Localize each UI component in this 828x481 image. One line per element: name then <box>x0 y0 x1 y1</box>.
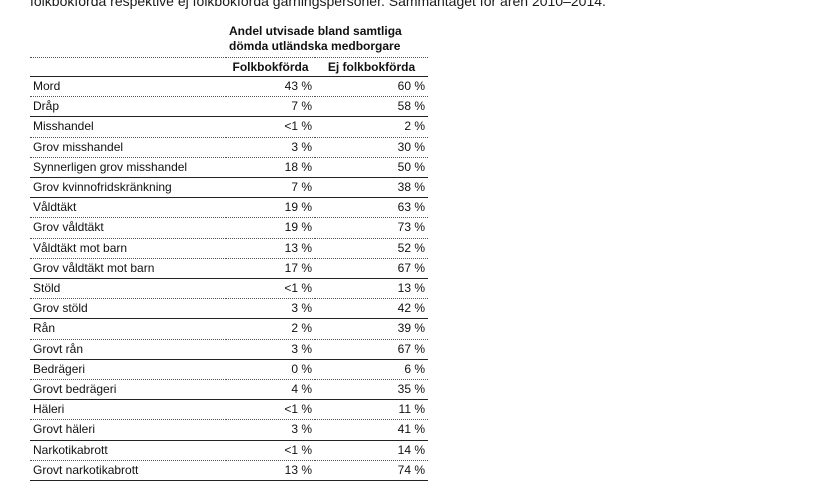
table-row: Grov kvinnofridskränkning 7 % 38 % <box>30 177 428 199</box>
value-registered: <1 % <box>226 399 315 421</box>
row-label: Grov våldtäkt mot barn <box>30 258 226 280</box>
value-registered: 2 % <box>226 318 315 340</box>
table-row: Våldtäkt 19 % 63 % <box>30 197 428 219</box>
row-label: Våldtäkt mot barn <box>30 238 226 259</box>
table-row: Misshandel <1 % 2 % <box>30 116 428 138</box>
value-not-registered: 60 % <box>315 76 428 98</box>
value-not-registered: 39 % <box>315 318 428 340</box>
value-not-registered: 42 % <box>315 298 428 320</box>
value-registered: 7 % <box>226 96 315 118</box>
value-not-registered: 67 % <box>315 339 428 360</box>
column-header-registered: Folkbokförda <box>226 57 315 77</box>
value-registered: <1 % <box>226 116 315 138</box>
value-not-registered: 2 % <box>315 116 428 138</box>
row-label: Dråp <box>30 96 226 118</box>
table-row: Grovt häleri 3 % 41 % <box>30 419 428 441</box>
value-registered: 19 % <box>226 197 315 219</box>
table-row: Dråp 7 % 58 % <box>30 96 428 118</box>
header-empty <box>30 24 226 58</box>
value-registered: 13 % <box>226 460 315 481</box>
table-row: Grovt rån 3 % 67 % <box>30 339 428 360</box>
row-label: Rån <box>30 318 226 340</box>
expulsion-table: Andel utvisade bland samtliga dömda utlä… <box>30 24 428 481</box>
row-label: Grovt bedrägeri <box>30 379 226 401</box>
table-row: Våldtäkt mot barn 13 % 52 % <box>30 238 428 259</box>
value-registered: 7 % <box>226 177 315 199</box>
value-not-registered: 35 % <box>315 379 428 401</box>
value-registered: 3 % <box>226 339 315 360</box>
value-registered: 3 % <box>226 419 315 441</box>
value-not-registered: 6 % <box>315 359 428 381</box>
table-row: Bedrägeri 0 % 6 % <box>30 359 428 381</box>
table-row: Rån 2 % 39 % <box>30 318 428 340</box>
table-row: Mord 43 % 60 % <box>30 76 428 98</box>
table-row: Grovt narkotikabrott 13 % 74 % <box>30 460 428 481</box>
row-label: Häleri <box>30 399 226 421</box>
value-registered: 17 % <box>226 258 315 280</box>
intro-text: folkbokförda respektive ej folkbokförda … <box>30 0 606 9</box>
value-registered: <1 % <box>226 440 315 461</box>
row-label: Grov kvinnofridskränkning <box>30 177 226 199</box>
value-registered: 3 % <box>226 137 315 158</box>
table-row: Grov stöld 3 % 42 % <box>30 298 428 320</box>
table-row: Grovt bedrägeri 4 % 35 % <box>30 379 428 401</box>
row-label: Grov våldtäkt <box>30 217 226 239</box>
table-row: Grov våldtäkt mot barn 17 % 67 % <box>30 258 428 280</box>
value-not-registered: 50 % <box>315 157 428 179</box>
row-label: Bedrägeri <box>30 359 226 381</box>
value-registered: 18 % <box>226 157 315 179</box>
value-not-registered: 58 % <box>315 96 428 118</box>
value-registered: 4 % <box>226 379 315 401</box>
value-not-registered: 52 % <box>315 238 428 259</box>
value-not-registered: 41 % <box>315 419 428 441</box>
value-not-registered: 73 % <box>315 217 428 239</box>
value-registered: 0 % <box>226 359 315 381</box>
row-label: Misshandel <box>30 116 226 138</box>
table-group-header: Andel utvisade bland samtliga dömda utlä… <box>226 24 428 58</box>
value-not-registered: 11 % <box>315 399 428 421</box>
value-registered: 13 % <box>226 238 315 259</box>
row-label: Grovt narkotikabrott <box>30 460 226 481</box>
group-header-line-2: dömda utländska medborgare <box>229 39 401 53</box>
value-registered: 3 % <box>226 298 315 320</box>
value-not-registered: 14 % <box>315 440 428 461</box>
value-not-registered: 38 % <box>315 177 428 199</box>
row-label: Grov misshandel <box>30 137 226 158</box>
value-not-registered: 74 % <box>315 460 428 481</box>
row-label: Grov stöld <box>30 298 226 320</box>
group-header-line-1: Andel utvisade bland samtliga <box>229 24 402 38</box>
row-label: Våldtäkt <box>30 197 226 219</box>
row-label: Synnerligen grov misshandel <box>30 157 226 179</box>
subheader-empty <box>30 57 226 77</box>
table-row: Stöld <1 % 13 % <box>30 278 428 300</box>
table-row: Häleri <1 % 11 % <box>30 399 428 421</box>
row-label: Grovt rån <box>30 339 226 360</box>
value-not-registered: 13 % <box>315 278 428 300</box>
value-not-registered: 30 % <box>315 137 428 158</box>
row-label: Narkotikabrott <box>30 440 226 461</box>
table-row: Synnerligen grov misshandel 18 % 50 % <box>30 157 428 179</box>
table-row: Narkotikabrott <1 % 14 % <box>30 440 428 461</box>
row-label: Mord <box>30 76 226 98</box>
row-label: Stöld <box>30 278 226 300</box>
value-not-registered: 67 % <box>315 258 428 280</box>
column-header-not-registered: Ej folkbokförda <box>315 57 428 77</box>
row-label: Grovt häleri <box>30 419 226 441</box>
value-registered: 43 % <box>226 76 315 98</box>
value-not-registered: 63 % <box>315 197 428 219</box>
table-row: Grov misshandel 3 % 30 % <box>30 137 428 158</box>
value-registered: <1 % <box>226 278 315 300</box>
value-registered: 19 % <box>226 217 315 239</box>
table-row: Grov våldtäkt 19 % 73 % <box>30 217 428 239</box>
